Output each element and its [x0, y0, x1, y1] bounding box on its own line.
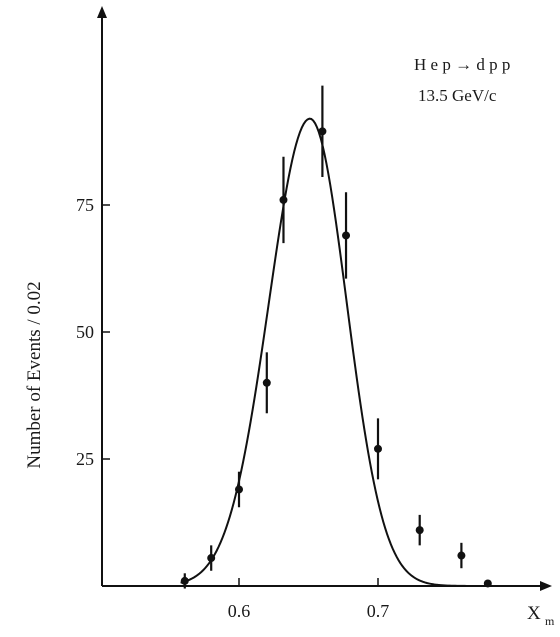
- x-axis-label: X: [527, 603, 541, 624]
- data-point: [262, 378, 271, 387]
- fit-curve: [180, 117, 484, 587]
- chart-labels-layer: 0.6 0.7 25 50 75 Number of Events / 0.02 X m H e…: [24, 55, 555, 628]
- data-point: [483, 579, 492, 588]
- y-axis-label: Number of Events / 0.02: [24, 281, 45, 468]
- data-point: [415, 526, 424, 535]
- fit-curve-layer: [180, 117, 484, 587]
- data-point: [457, 551, 466, 560]
- data-point: [279, 195, 288, 204]
- reaction-annotation: H e p → d p p: [414, 55, 510, 74]
- data-point: [342, 231, 351, 240]
- x-axis-arrow: [540, 581, 552, 591]
- data-point: [374, 444, 382, 453]
- momentum-annotation: 13.5 GeV/c: [418, 86, 497, 105]
- data-point: [318, 127, 327, 136]
- x-tick-label: 0.6: [228, 601, 251, 621]
- y-tick-label: 50: [76, 322, 94, 342]
- x-axis-label-subscript: m: [545, 614, 555, 628]
- data-point: [235, 485, 243, 494]
- data-point: [207, 554, 216, 563]
- y-tick-label: 25: [76, 449, 94, 469]
- data-point: [180, 576, 189, 585]
- data-points-layer: [180, 85, 492, 589]
- x-tick-label: 0.7: [367, 601, 390, 621]
- y-axis-arrow: [97, 6, 107, 18]
- y-tick-label: 75: [76, 195, 94, 215]
